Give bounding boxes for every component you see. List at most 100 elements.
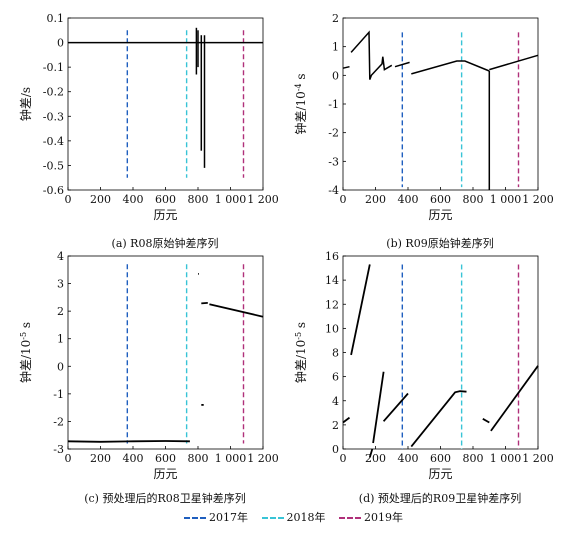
y-axis-label-a: 钟差/s bbox=[18, 87, 33, 121]
x-tick-label-c: 400 bbox=[123, 452, 144, 465]
legend-swatch-2017 bbox=[184, 517, 206, 519]
x-tick-label-c: 1 200 bbox=[247, 452, 279, 465]
y-tick-label-d: 0 bbox=[332, 443, 339, 456]
y-tick-label-d: 16 bbox=[325, 250, 339, 263]
y-tick-label-c: 3 bbox=[57, 278, 64, 291]
x-tick-label-d: 200 bbox=[365, 452, 386, 465]
x-tick-label-b: 600 bbox=[430, 193, 451, 206]
y-tick-label-d: 4 bbox=[332, 395, 339, 408]
x-tick-label-b: 400 bbox=[398, 193, 419, 206]
x-tick-label-b: 0 bbox=[340, 193, 347, 206]
y-tick-label-a: -0.1 bbox=[43, 61, 64, 74]
x-tick-label-a: 1 200 bbox=[247, 193, 279, 206]
clock-series-b-2 bbox=[394, 61, 410, 68]
legend-label-2018: 2018年 bbox=[286, 511, 326, 524]
legend-item-2019: 2019年 bbox=[339, 509, 403, 525]
y-tick-label-b: -2 bbox=[328, 127, 339, 140]
clock-series-d-7 bbox=[490, 365, 539, 432]
x-tick-label-c: 200 bbox=[90, 452, 111, 465]
y-tick-label-d: 2 bbox=[332, 419, 339, 432]
x-tick-label-d: 1 200 bbox=[522, 452, 554, 465]
y-tick-label-a: 0 bbox=[57, 37, 64, 50]
x-tick-label-d: 1 000 bbox=[490, 452, 522, 465]
x-tick-label-a: 200 bbox=[90, 193, 111, 206]
x-axis-label-c: 历元 bbox=[153, 467, 177, 481]
x-tick-label-d: 600 bbox=[430, 452, 451, 465]
x-tick-label-c: 800 bbox=[188, 452, 209, 465]
chart-c: 0 200 400 600 800 1 000 1 200 -3 -2 -1 0 1 2 3 4 历元 钟差/1… bbox=[18, 250, 279, 481]
chart-d: 0 200 400 600 800 1 000 1 200 0 2 4 6 8 10 12 14 16 历元 钟差… bbox=[293, 250, 554, 481]
y-tick-label-d: 8 bbox=[332, 347, 339, 360]
clock-series-c-2 bbox=[209, 303, 264, 318]
plot-frame-d bbox=[342, 255, 539, 450]
clock-series-b-0 bbox=[342, 65, 350, 69]
y-axis-exponent-c: -5 bbox=[19, 332, 28, 340]
y-axis-unit-d: s bbox=[294, 322, 308, 332]
x-tick-label-b: 1 200 bbox=[522, 193, 554, 206]
x-tick-label-b: 800 bbox=[463, 193, 484, 206]
y-tick-label-b: 2 bbox=[332, 12, 339, 25]
plot-frame-c bbox=[67, 255, 264, 450]
legend-label-2019: 2019年 bbox=[364, 511, 403, 524]
plot-frame-a bbox=[67, 17, 264, 191]
y-tick-label-d: 12 bbox=[325, 298, 339, 311]
y-tick-label-c: 1 bbox=[57, 333, 64, 346]
x-tick-label-c: 600 bbox=[155, 452, 176, 465]
x-tick-label-a: 400 bbox=[123, 193, 144, 206]
caption-b: (b) R09原始钟差序列 bbox=[386, 237, 494, 250]
x-axis-label-b: 历元 bbox=[428, 208, 452, 222]
x-tick-label-c: 1 000 bbox=[215, 452, 247, 465]
legend-item-2018: 2018年 bbox=[261, 509, 326, 525]
chart-b: 0 200 400 600 800 1 000 1 200 -4 -3 -2 -1 0 1 2 历元 钟差/1… bbox=[293, 12, 554, 222]
legend-swatch-2019 bbox=[339, 517, 361, 519]
y-tick-label-d: 10 bbox=[325, 322, 339, 335]
x-tick-label-b: 1 000 bbox=[490, 193, 522, 206]
clock-series-d-5 bbox=[410, 390, 467, 448]
y-axis-exponent-d: -5 bbox=[294, 332, 303, 340]
y-tick-label-a: -0.3 bbox=[43, 110, 64, 123]
y-tick-label-b: -3 bbox=[328, 155, 339, 168]
x-tick-label-a: 800 bbox=[188, 193, 209, 206]
x-tick-label-a: 0 bbox=[65, 193, 72, 206]
y-axis-unit-c: s bbox=[19, 322, 33, 332]
legend-item-2017: 2017年 bbox=[184, 509, 248, 525]
clock-series-b-5 bbox=[489, 54, 539, 71]
x-axis-label-d: 历元 bbox=[428, 467, 452, 481]
y-axis-exponent-b: -4 bbox=[294, 83, 303, 91]
y-tick-label-c: -3 bbox=[53, 443, 64, 456]
y-axis-label-c: 钟差/10-5 s bbox=[18, 322, 33, 383]
y-tick-label-c: 2 bbox=[57, 305, 64, 318]
legend-swatch-2018 bbox=[261, 517, 284, 519]
y-tick-label-b: 1 bbox=[332, 41, 339, 54]
y-axis-label-b: 钟差/10-4 s bbox=[293, 73, 308, 134]
clock-series-b-3 bbox=[411, 60, 490, 75]
clock-series-d-3 bbox=[372, 371, 385, 444]
y-axis-label-d: 钟差/10-5 s bbox=[293, 322, 308, 383]
y-tick-label-a: -0.5 bbox=[43, 159, 64, 172]
x-tick-label-a: 1 000 bbox=[215, 193, 247, 206]
legend: 2017年 2018年 2019年 bbox=[0, 509, 587, 525]
y-tick-label-b: -1 bbox=[328, 98, 339, 111]
clock-series-d-1 bbox=[350, 264, 371, 356]
y-axis-unit-b: s bbox=[294, 73, 308, 83]
x-tick-label-b: 200 bbox=[365, 193, 386, 206]
x-tick-label-c: 0 bbox=[65, 452, 72, 465]
clock-series-d-4 bbox=[382, 392, 409, 422]
x-tick-label-d: 400 bbox=[398, 452, 419, 465]
caption-c: (c) 预处理后的R08卫星钟差序列 bbox=[84, 492, 246, 505]
caption-a: (a) R08原始钟差序列 bbox=[111, 237, 219, 250]
y-tick-label-a: 0.1 bbox=[47, 12, 65, 25]
clock-series-d-6 bbox=[482, 418, 490, 424]
y-tick-label-a: -0.6 bbox=[43, 184, 64, 197]
y-tick-label-a: -0.2 bbox=[43, 86, 64, 99]
x-tick-label-d: 0 bbox=[340, 452, 347, 465]
plot-frame-b bbox=[342, 17, 539, 191]
y-tick-label-c: -2 bbox=[53, 415, 64, 428]
clock-series-d-2 bbox=[368, 448, 374, 458]
clock-series-b-1 bbox=[350, 30, 393, 80]
chart-a: 0 200 400 600 800 1 000 1 200 -0.6 -0.5 -0.4 -0.3 -… bbox=[18, 12, 279, 222]
x-tick-label-a: 600 bbox=[155, 193, 176, 206]
clock-series-c-0 bbox=[67, 440, 190, 443]
